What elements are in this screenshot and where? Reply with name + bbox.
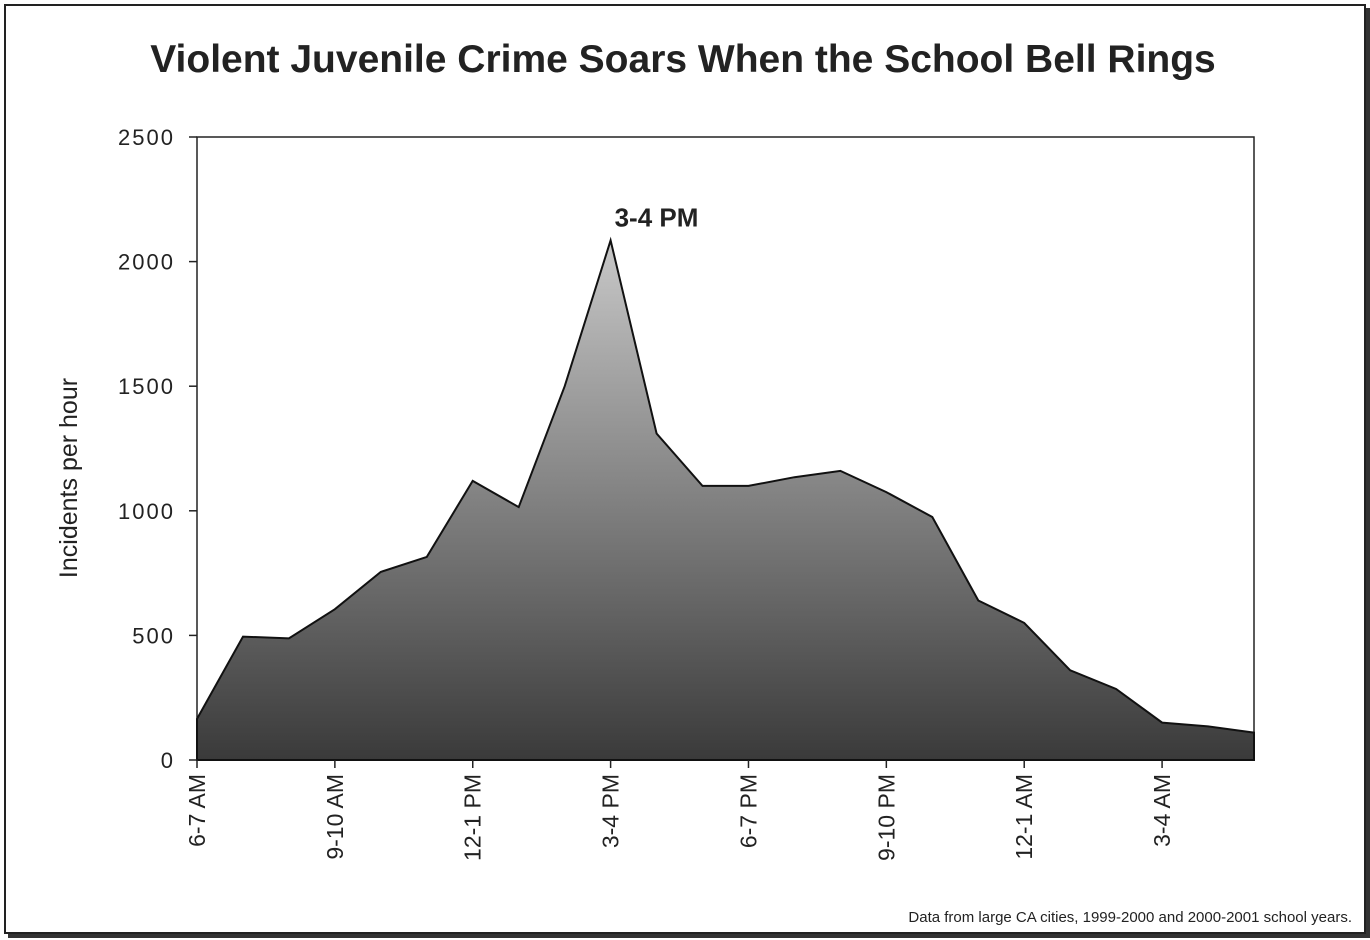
source-note: Data from large CA cities, 1999-2000 and… — [908, 909, 1352, 926]
x-tick-label: 6-7 AM — [184, 774, 210, 847]
series-area — [196, 236, 1255, 761]
y-tick-label: 1500 — [118, 374, 175, 399]
y-tick-label: 0 — [161, 748, 175, 773]
peak-annotation: 3-4 PM — [615, 202, 699, 232]
x-tick-label: 6-7 PM — [735, 774, 761, 848]
x-tick-label: 3-4 AM — [1149, 774, 1175, 847]
x-tick-label: 12-1 PM — [460, 774, 486, 861]
y-axis-title: Incidents per hour — [55, 378, 83, 578]
x-tick-label: 9-10 AM — [322, 774, 348, 860]
y-tick-label: 2000 — [118, 250, 175, 275]
y-tick-label: 1000 — [118, 499, 175, 524]
x-tick-label: 9-10 PM — [873, 774, 899, 861]
y-tick-label: 2500 — [118, 125, 175, 150]
chart-title: Violent Juvenile Crime Soars When the Sc… — [150, 38, 1216, 81]
x-tick-label: 12-1 AM — [1011, 774, 1037, 860]
y-tick-label: 500 — [132, 623, 175, 648]
x-tick-label: 3-4 PM — [598, 774, 624, 848]
